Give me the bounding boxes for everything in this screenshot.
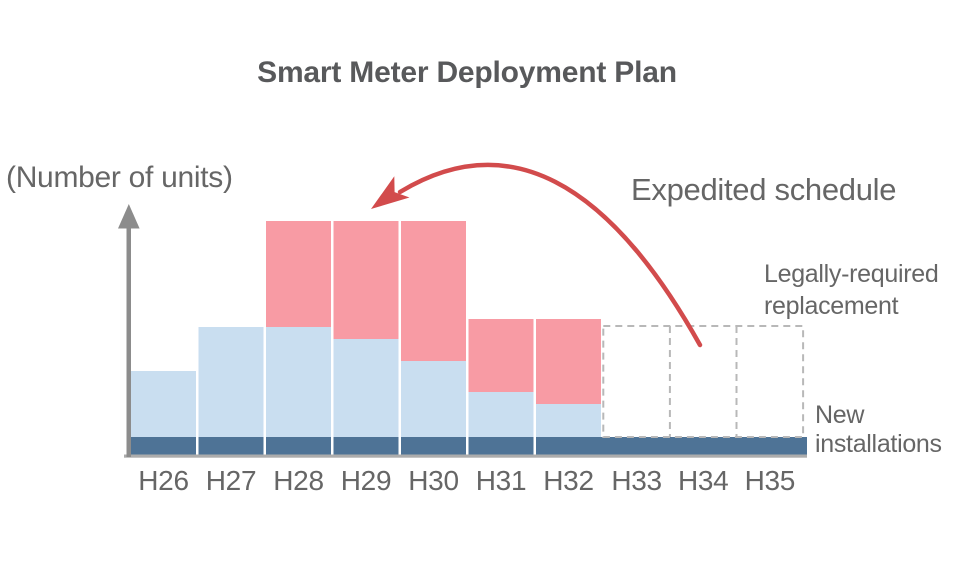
bar-h28-pink-segment bbox=[266, 221, 331, 327]
x-axis-label-h31: H31 bbox=[475, 465, 527, 496]
band-gap bbox=[196, 436, 199, 455]
band-gap bbox=[466, 436, 469, 455]
y-axis-label: (Number of units) bbox=[6, 161, 233, 194]
x-axis-label-h29: H29 bbox=[340, 465, 392, 496]
bar-h32-blue-segment bbox=[536, 404, 601, 437]
dashed-outline-rect bbox=[602, 325, 805, 438]
bar-h31-pink-segment bbox=[468, 319, 534, 392]
bar-h27-blue-segment bbox=[198, 327, 264, 437]
legally-required-line2: replacement bbox=[764, 292, 899, 320]
bars bbox=[131, 221, 601, 437]
bar-h30-blue-segment bbox=[401, 361, 466, 437]
x-axis-labels: H26 H27 H28 H29 H30 H31 H32 H33 H34 H35 bbox=[0, 466, 960, 500]
bar-h31-blue-segment bbox=[468, 392, 534, 437]
new-installations-band bbox=[131, 436, 807, 455]
new-installations-line2: installations bbox=[815, 430, 942, 458]
band-rect bbox=[131, 437, 807, 455]
x-axis-label-h35: H35 bbox=[744, 465, 796, 496]
x-axis-label-h26: H26 bbox=[138, 465, 189, 496]
x-axis-label-h33: H33 bbox=[611, 465, 662, 496]
band-gap bbox=[398, 436, 401, 455]
chart-title: Smart Meter Deployment Plan bbox=[257, 56, 677, 89]
x-axis-label-h30: H30 bbox=[408, 465, 459, 496]
expedited-schedule-label: Expedited schedule bbox=[631, 172, 897, 207]
x-axis-label-h32: H32 bbox=[543, 465, 594, 496]
bar-h29-blue-segment bbox=[333, 339, 399, 437]
new-installations-label: New installations bbox=[815, 401, 942, 459]
x-axis-label-h28: H28 bbox=[273, 465, 324, 496]
legally-required-dashed-boxes bbox=[602, 325, 805, 438]
y-axis-arrowhead-icon bbox=[118, 204, 140, 229]
band-gap bbox=[263, 436, 266, 455]
bar-h28-blue-segment bbox=[266, 327, 331, 437]
x-axis-line bbox=[124, 454, 807, 458]
band-gap bbox=[533, 436, 536, 455]
bar-h26-blue-segment bbox=[131, 371, 196, 437]
expedited-curved-arrow bbox=[397, 162, 703, 348]
bar-h29-pink-segment bbox=[333, 221, 399, 339]
band-gap bbox=[331, 436, 334, 455]
x-axis-label-h27: H27 bbox=[205, 465, 257, 496]
x-axis-label-h34: H34 bbox=[677, 465, 729, 496]
expedited-arrow-head-icon bbox=[371, 176, 410, 209]
y-axis-line bbox=[126, 224, 131, 457]
legally-required-line1: Legally-required bbox=[764, 260, 939, 288]
legally-required-label: Legally-required replacement bbox=[764, 258, 939, 322]
bar-h32-pink-segment bbox=[536, 319, 601, 404]
new-installations-line1: New bbox=[815, 401, 865, 429]
bar-h30-pink-segment bbox=[401, 221, 466, 361]
